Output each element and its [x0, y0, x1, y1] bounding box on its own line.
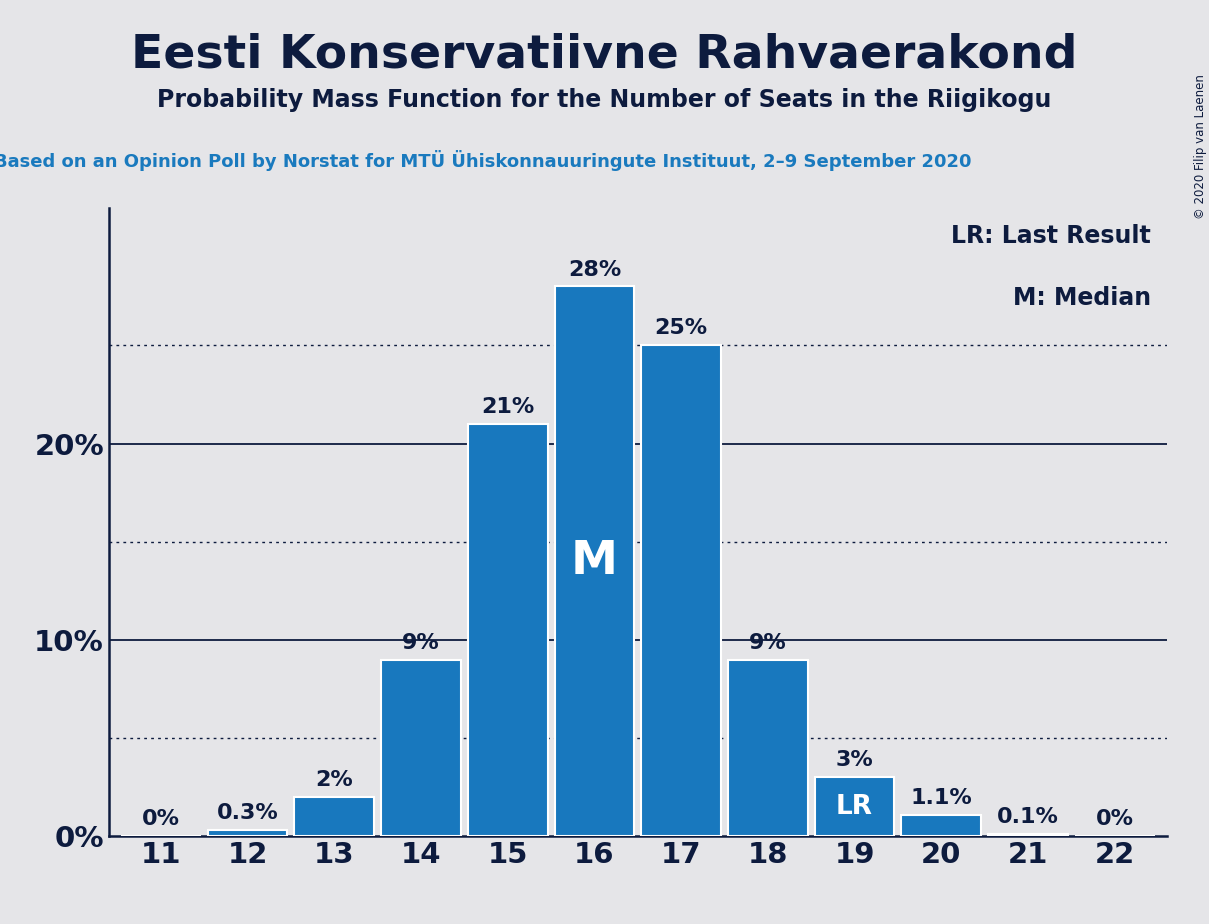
Text: 28%: 28%: [568, 260, 621, 280]
Text: LR: LR: [837, 794, 873, 820]
Bar: [381, 660, 461, 836]
Text: 0%: 0%: [141, 809, 180, 830]
Text: 0%: 0%: [1095, 809, 1134, 830]
Text: 2%: 2%: [316, 770, 353, 790]
Text: 1.1%: 1.1%: [910, 788, 972, 808]
Text: 9%: 9%: [403, 633, 440, 652]
Text: Eesti Konservatiivne Rahvaerakond: Eesti Konservatiivne Rahvaerakond: [132, 32, 1077, 78]
Text: 0.1%: 0.1%: [997, 808, 1059, 827]
Bar: [555, 286, 635, 836]
Bar: [988, 834, 1068, 836]
Bar: [641, 346, 721, 836]
Text: 21%: 21%: [481, 397, 534, 417]
Text: Based on an Opinion Poll by Norstat for MTÜ Ühiskonnauuringute Instituut, 2–9 Se: Based on an Opinion Poll by Norstat for …: [0, 150, 972, 171]
Text: 25%: 25%: [654, 319, 707, 338]
Text: Probability Mass Function for the Number of Seats in the Riigikogu: Probability Mass Function for the Number…: [157, 88, 1052, 112]
Bar: [294, 796, 374, 836]
Text: 3%: 3%: [835, 750, 873, 771]
Bar: [468, 424, 548, 836]
Bar: [208, 831, 288, 836]
Text: 9%: 9%: [748, 633, 787, 652]
Text: 0.3%: 0.3%: [216, 804, 278, 823]
Text: M: M: [571, 539, 618, 584]
Bar: [902, 815, 982, 836]
Text: LR: Last Result: LR: Last Result: [951, 224, 1151, 248]
Bar: [728, 660, 808, 836]
Text: © 2020 Filip van Laenen: © 2020 Filip van Laenen: [1193, 74, 1207, 219]
Text: M: Median: M: Median: [1013, 286, 1151, 310]
Bar: [815, 777, 895, 836]
